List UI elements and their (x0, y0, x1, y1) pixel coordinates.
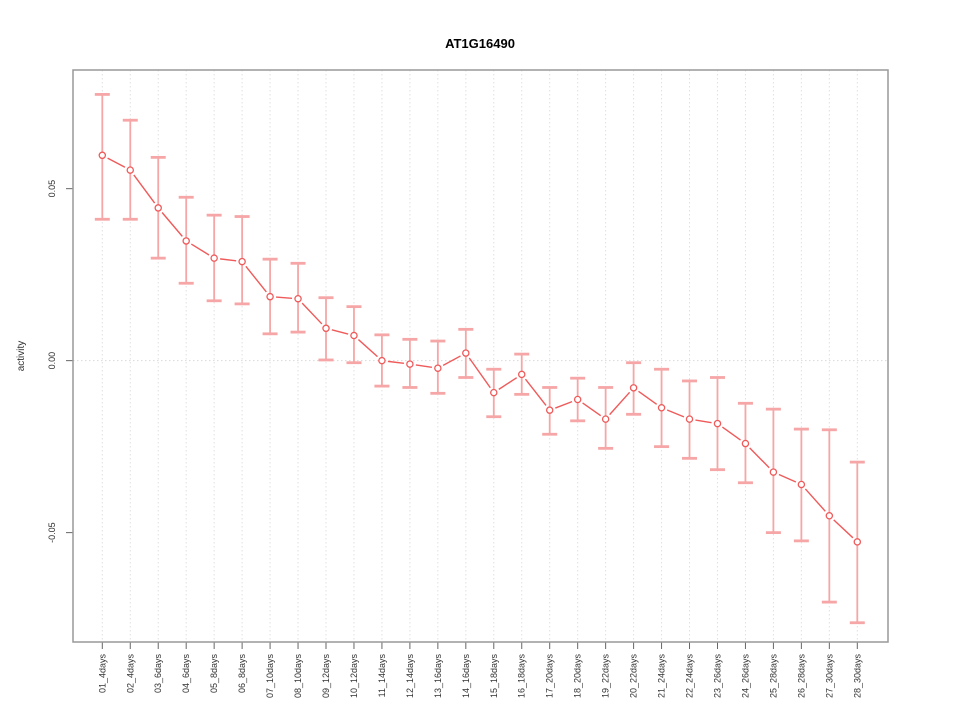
series-line-segment (582, 402, 602, 417)
data-point (825, 512, 834, 520)
y-axis-label: activity (16, 341, 27, 372)
y-tick-label: -0.05 (47, 522, 57, 543)
series-line-segment (666, 409, 685, 418)
y-tick-label: 0.05 (47, 180, 57, 198)
y-tick-label: 0.00 (47, 352, 57, 370)
x-tick-label: 01_4days (97, 654, 107, 694)
x-tick-label: 10_12days (349, 654, 359, 699)
x-tick-label: 14_16days (461, 654, 471, 699)
series-line-segment (555, 400, 573, 409)
data-point (741, 439, 750, 448)
data-point (266, 292, 274, 301)
data-point (573, 395, 582, 404)
series-line-segment (331, 329, 349, 335)
series-line-segment (415, 364, 433, 369)
series-line-segment (804, 488, 826, 512)
series-line-segment (609, 391, 631, 416)
x-tick-label: 09_12days (321, 654, 331, 699)
data-point (685, 415, 694, 423)
data-point (98, 151, 107, 160)
data-point (294, 294, 302, 303)
x-tick-label: 03_6days (153, 654, 163, 694)
x-tick-label: 26_28days (796, 654, 806, 699)
x-tick-label: 24_26days (740, 654, 750, 699)
x-tick-label: 11_14days (377, 654, 387, 698)
x-tick-label: 04_6days (181, 654, 191, 694)
series-line-segment (190, 243, 210, 256)
x-tick-label: 19_22days (601, 654, 611, 699)
data-point (322, 324, 330, 333)
x-tick-label: 13_16days (433, 654, 443, 699)
series-line-segment (695, 419, 712, 424)
data-point (853, 538, 862, 546)
series-line-segment (498, 377, 518, 390)
data-point (238, 257, 246, 266)
x-tick-label: 17_20days (545, 654, 555, 699)
data-point (210, 254, 218, 262)
data-point (490, 388, 498, 397)
data-point (601, 415, 610, 423)
data-point (350, 331, 358, 340)
chart-title: AT1G16490 (445, 36, 515, 51)
data-point (126, 166, 135, 174)
data-point (434, 364, 442, 372)
x-tick-label: 21_24days (657, 654, 667, 699)
x-tick-label: 16_18days (517, 654, 527, 699)
data-point (517, 370, 526, 379)
series-line-segment (749, 447, 770, 469)
data-point (657, 404, 666, 412)
x-tick-label: 20_22days (629, 654, 639, 699)
x-tick-label: 25_28days (768, 654, 778, 699)
series-line-segment (107, 157, 126, 168)
series-line-segment (276, 296, 293, 299)
series-line-segment (301, 302, 323, 325)
data-point (769, 468, 778, 476)
x-tick-label: 05_8days (209, 654, 219, 694)
x-tick-label: 06_8days (237, 654, 247, 694)
data-point (797, 480, 806, 489)
x-tick-label: 02_4days (125, 654, 135, 694)
series-line-segment (721, 426, 741, 441)
series-line-segment (442, 355, 461, 366)
series-line-segment (468, 357, 491, 389)
data-point (378, 356, 386, 365)
data-point (713, 419, 722, 428)
data-point (629, 384, 638, 392)
x-tick-label: 27_30days (824, 654, 834, 699)
x-tick-label: 08_10days (293, 654, 303, 699)
plot-border (72, 69, 889, 643)
x-tick-label: 12_14days (405, 654, 415, 699)
data-point (406, 360, 414, 368)
data-point (182, 237, 190, 245)
series-line-segment (524, 378, 547, 406)
series-line-segment (778, 473, 797, 483)
series-line-segment (387, 360, 405, 365)
x-tick-label: 28_30days (852, 654, 862, 699)
x-tick-label: 23_26days (712, 654, 722, 699)
series-line-segment (161, 212, 183, 237)
x-tick-label: 22_24days (685, 654, 695, 699)
x-tick-label: 07_10days (265, 654, 275, 699)
series-line-segment (833, 519, 854, 539)
series-line-segment (220, 258, 237, 262)
x-tick-label: 18_20days (573, 654, 583, 699)
x-tick-label: 15_18days (489, 654, 499, 699)
series-line-segment (245, 265, 267, 293)
series-line-segment (357, 339, 378, 358)
data-point (154, 204, 162, 212)
data-point (545, 406, 554, 414)
series-line-segment (638, 390, 658, 405)
data-point (462, 349, 470, 357)
series-line-segment (133, 174, 156, 204)
